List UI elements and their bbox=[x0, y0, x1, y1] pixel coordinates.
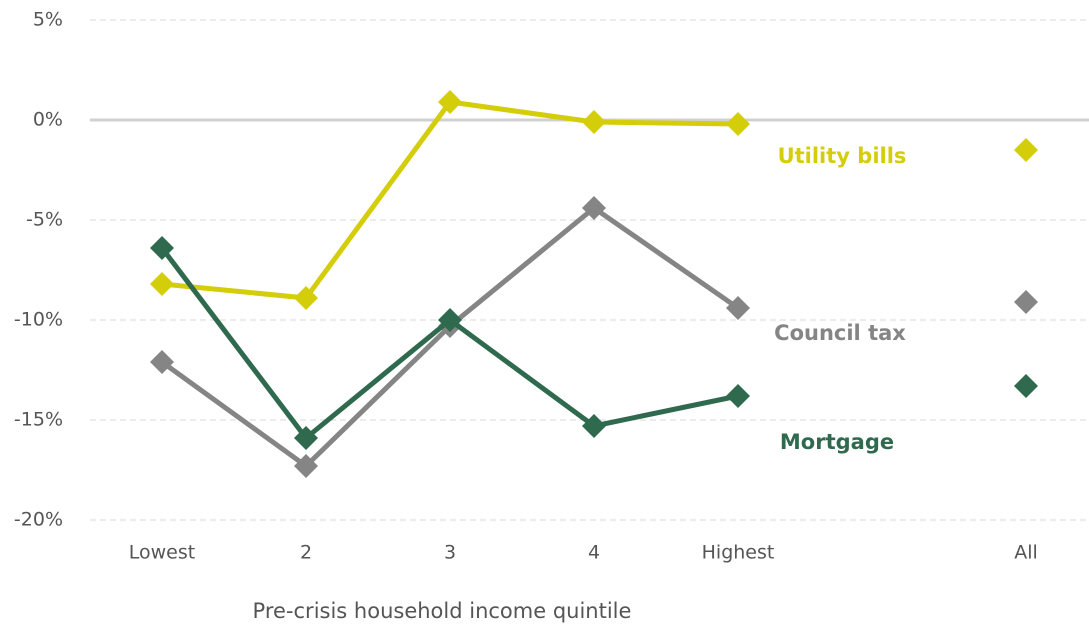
y-tick-label: -10% bbox=[14, 309, 63, 331]
series-label: Council tax bbox=[774, 321, 906, 345]
x-tick-label: Lowest bbox=[129, 542, 195, 564]
marker bbox=[726, 296, 750, 320]
marker bbox=[1014, 290, 1038, 314]
x-tick-label: 2 bbox=[300, 542, 312, 564]
marker bbox=[1014, 138, 1038, 162]
series-label: Mortgage bbox=[780, 430, 894, 454]
marker bbox=[438, 308, 462, 332]
y-tick-label: -20% bbox=[14, 509, 63, 531]
y-tick-label: -5% bbox=[26, 209, 63, 231]
marker bbox=[582, 414, 606, 438]
x-tick-label: Highest bbox=[702, 542, 775, 564]
marker bbox=[582, 110, 606, 134]
x-tick-label: 4 bbox=[588, 542, 600, 564]
marker bbox=[150, 350, 174, 374]
x-axis-label: Pre-crisis household income quintile bbox=[253, 599, 632, 623]
marker bbox=[150, 236, 174, 260]
marker bbox=[294, 426, 318, 450]
x-tick-label: All bbox=[1014, 542, 1038, 564]
marker bbox=[582, 196, 606, 220]
y-tick-label: 5% bbox=[33, 9, 63, 31]
series-label: Utility bills bbox=[778, 144, 907, 168]
x-tick-label: 3 bbox=[444, 542, 456, 564]
y-tick-label: -15% bbox=[14, 409, 63, 431]
marker bbox=[1014, 374, 1038, 398]
marker bbox=[150, 272, 174, 296]
marker bbox=[438, 90, 462, 114]
marker bbox=[726, 112, 750, 136]
marker bbox=[726, 384, 750, 408]
marker bbox=[294, 454, 318, 478]
marker bbox=[294, 286, 318, 310]
y-tick-label: 0% bbox=[33, 109, 63, 131]
